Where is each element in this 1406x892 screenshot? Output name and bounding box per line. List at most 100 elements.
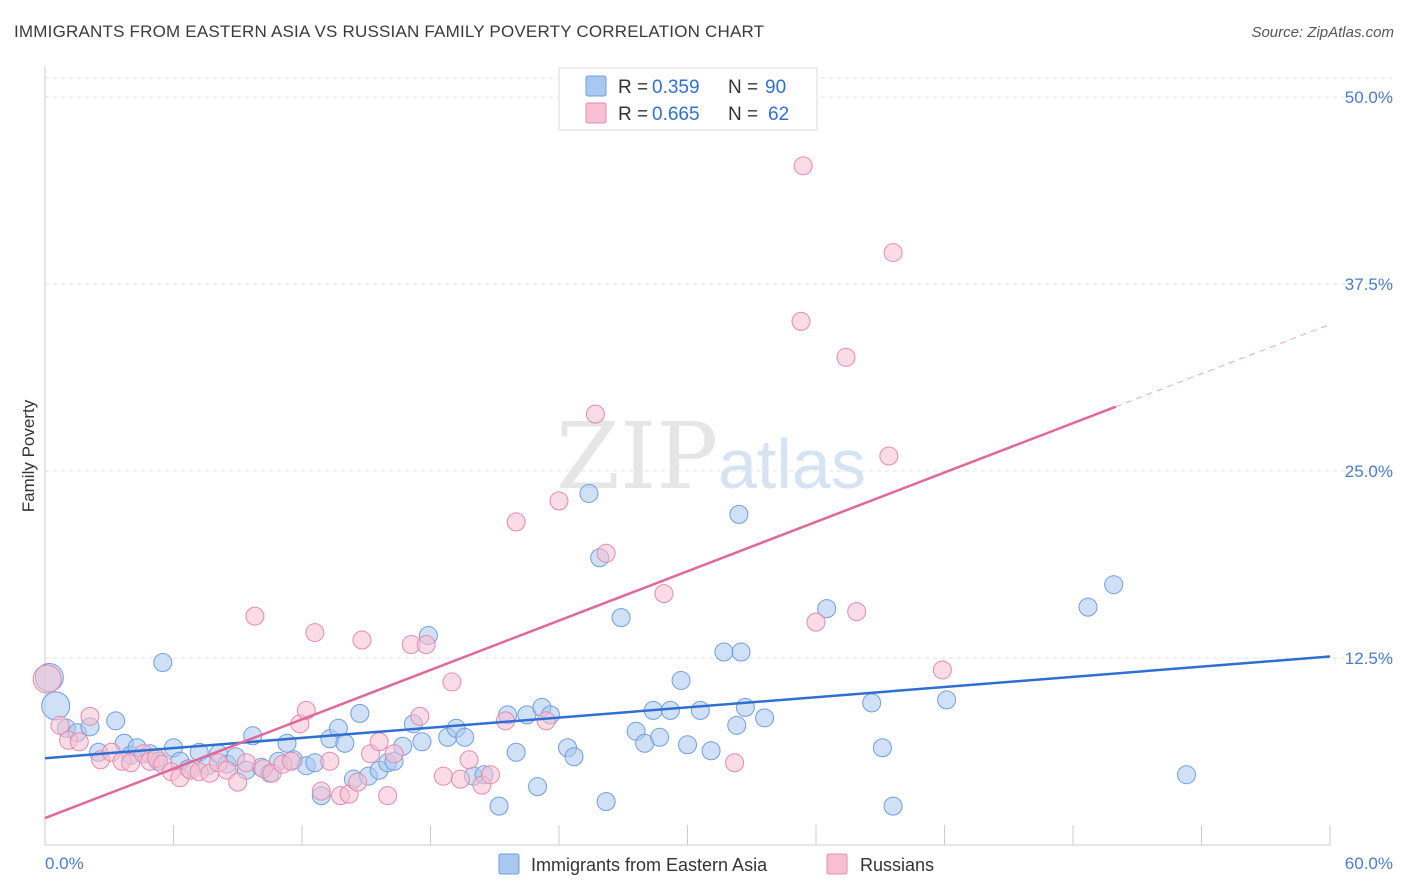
series-0-point-51 bbox=[506, 742, 526, 762]
series-0-point-57 bbox=[564, 747, 584, 767]
series-0-point-26 bbox=[277, 733, 297, 753]
series-0-point-71 bbox=[714, 642, 734, 662]
series-0-point-82 bbox=[1078, 597, 1098, 617]
series-1-point-51 bbox=[536, 711, 556, 731]
series-0-point-42 bbox=[412, 732, 432, 752]
series-1-point-61 bbox=[847, 602, 867, 622]
y-tick-label-0: 12.5% bbox=[1345, 649, 1393, 668]
series-1-point-46 bbox=[459, 750, 479, 770]
series-0-point-61 bbox=[611, 608, 631, 628]
series-1-point-62 bbox=[879, 446, 899, 466]
series-1-point-54 bbox=[596, 543, 616, 563]
series-1-point-22 bbox=[245, 606, 265, 626]
series-1-point-52 bbox=[549, 491, 569, 511]
series-1-point-1 bbox=[50, 715, 70, 735]
series-0-point-74 bbox=[731, 642, 751, 662]
y-tick-labels: 12.5% 25.0% 37.5% 50.0% bbox=[1345, 88, 1393, 668]
series-1-point-0 bbox=[32, 664, 62, 694]
series-0-point-1 bbox=[41, 691, 71, 721]
series-1-trend-line bbox=[44, 405, 1117, 820]
series-1-point-31 bbox=[320, 751, 340, 771]
series-1-point-26 bbox=[281, 751, 301, 771]
series-1-point-39 bbox=[384, 744, 404, 764]
series-0-point-6 bbox=[106, 711, 126, 731]
series-1-point-34 bbox=[348, 772, 368, 792]
series-0-point-83 bbox=[1104, 575, 1124, 595]
legend-swatch-0 bbox=[585, 75, 607, 97]
series-1-point-63 bbox=[883, 243, 903, 263]
series-0-point-84 bbox=[1177, 765, 1197, 785]
legend-n-value-0: 90 bbox=[765, 77, 786, 98]
legend-n-label-0: N = bbox=[728, 77, 758, 98]
bottom-legend-label-0: Immigrants from Eastern Asia bbox=[531, 855, 768, 875]
legend-n-label-1: N = bbox=[728, 104, 758, 125]
grid-lines bbox=[45, 77, 1392, 659]
series-0-point-70 bbox=[701, 741, 721, 761]
y-axis-label: Family Poverty bbox=[19, 399, 38, 512]
legend-r-label-0: R = bbox=[618, 77, 648, 98]
series-1-point-64 bbox=[932, 660, 952, 680]
x-tick-labels: 0.0% 60.0% bbox=[45, 854, 1393, 873]
bottom-legend-label-1: Russians bbox=[860, 855, 934, 875]
series-1-point-44 bbox=[442, 672, 462, 692]
series-1-trend-extension bbox=[1115, 323, 1331, 408]
series-0-point-73 bbox=[729, 504, 749, 524]
series-0-point-67 bbox=[671, 670, 691, 690]
legend-n-value-1: 62 bbox=[768, 104, 789, 125]
series-0-point-49 bbox=[489, 796, 509, 816]
series-0-point-79 bbox=[872, 738, 892, 758]
series-1-point-42 bbox=[416, 635, 436, 655]
legend: R = 0.359 N = 90 R = 0.665 N = 62 bbox=[558, 67, 818, 131]
series-1-point-30 bbox=[311, 781, 331, 801]
y-tick-label-3: 50.0% bbox=[1345, 88, 1393, 107]
series-0-point-76 bbox=[755, 708, 775, 728]
series-1-point-20 bbox=[228, 772, 248, 792]
series-1-point-48 bbox=[480, 765, 500, 785]
series-0-point-60 bbox=[596, 792, 616, 812]
series-0-point-80 bbox=[883, 796, 903, 816]
x-tick-label-1: 60.0% bbox=[1345, 854, 1393, 873]
y-tick-label-1: 25.0% bbox=[1345, 462, 1393, 481]
series-1-point-56 bbox=[725, 753, 745, 773]
series-1-point-4 bbox=[80, 706, 100, 726]
series-1-point-59 bbox=[806, 612, 826, 632]
series-0-point-81 bbox=[937, 690, 957, 710]
series-1-point-37 bbox=[369, 732, 389, 752]
series-0-point-12 bbox=[153, 652, 173, 672]
bottom-legend-swatch-0 bbox=[498, 853, 520, 875]
legend-swatch-1 bbox=[585, 102, 607, 124]
chart-title: IMMIGRANTS FROM EASTERN ASIA VS RUSSIAN … bbox=[14, 22, 765, 41]
series-1-point-19 bbox=[217, 760, 237, 780]
series-1-point-45 bbox=[450, 769, 470, 789]
series-0-point-65 bbox=[650, 727, 670, 747]
series-0-point-69 bbox=[690, 700, 710, 720]
series-1-point-35 bbox=[352, 630, 372, 650]
bottom-legend-swatch-1 bbox=[826, 853, 848, 875]
series-1-point-50 bbox=[506, 512, 526, 532]
series-0-point-46 bbox=[455, 727, 475, 747]
series-1-point-53 bbox=[585, 404, 605, 424]
series-0-point-33 bbox=[335, 733, 355, 753]
series-1-point-29 bbox=[305, 623, 325, 643]
watermark-atlas: atlas bbox=[718, 425, 866, 503]
series-1-point-21 bbox=[236, 753, 256, 773]
legend-r-label-1: R = bbox=[618, 104, 648, 125]
series-1-point-60 bbox=[836, 347, 856, 367]
y-tick-label-2: 37.5% bbox=[1345, 275, 1393, 294]
series-0-trend-line bbox=[44, 655, 1331, 760]
series-1-point-55 bbox=[654, 584, 674, 604]
series-1-point-58 bbox=[793, 156, 813, 176]
series-0-point-78 bbox=[862, 693, 882, 713]
series-0-point-53 bbox=[528, 777, 548, 797]
series-1-point-43 bbox=[433, 766, 453, 786]
series-0-point-58 bbox=[579, 483, 599, 503]
series-0-point-35 bbox=[350, 703, 370, 723]
source-credit: Source: ZipAtlas.com bbox=[1251, 24, 1394, 41]
trend-lines bbox=[44, 323, 1331, 820]
series-1-point-41 bbox=[410, 706, 430, 726]
series-0-point-77 bbox=[817, 599, 837, 619]
legend-r-value-0: 0.359 bbox=[652, 77, 700, 98]
series-1-point-57 bbox=[791, 311, 811, 331]
series-0-point-68 bbox=[678, 735, 697, 755]
x-tick-label-0: 0.0% bbox=[45, 854, 84, 873]
